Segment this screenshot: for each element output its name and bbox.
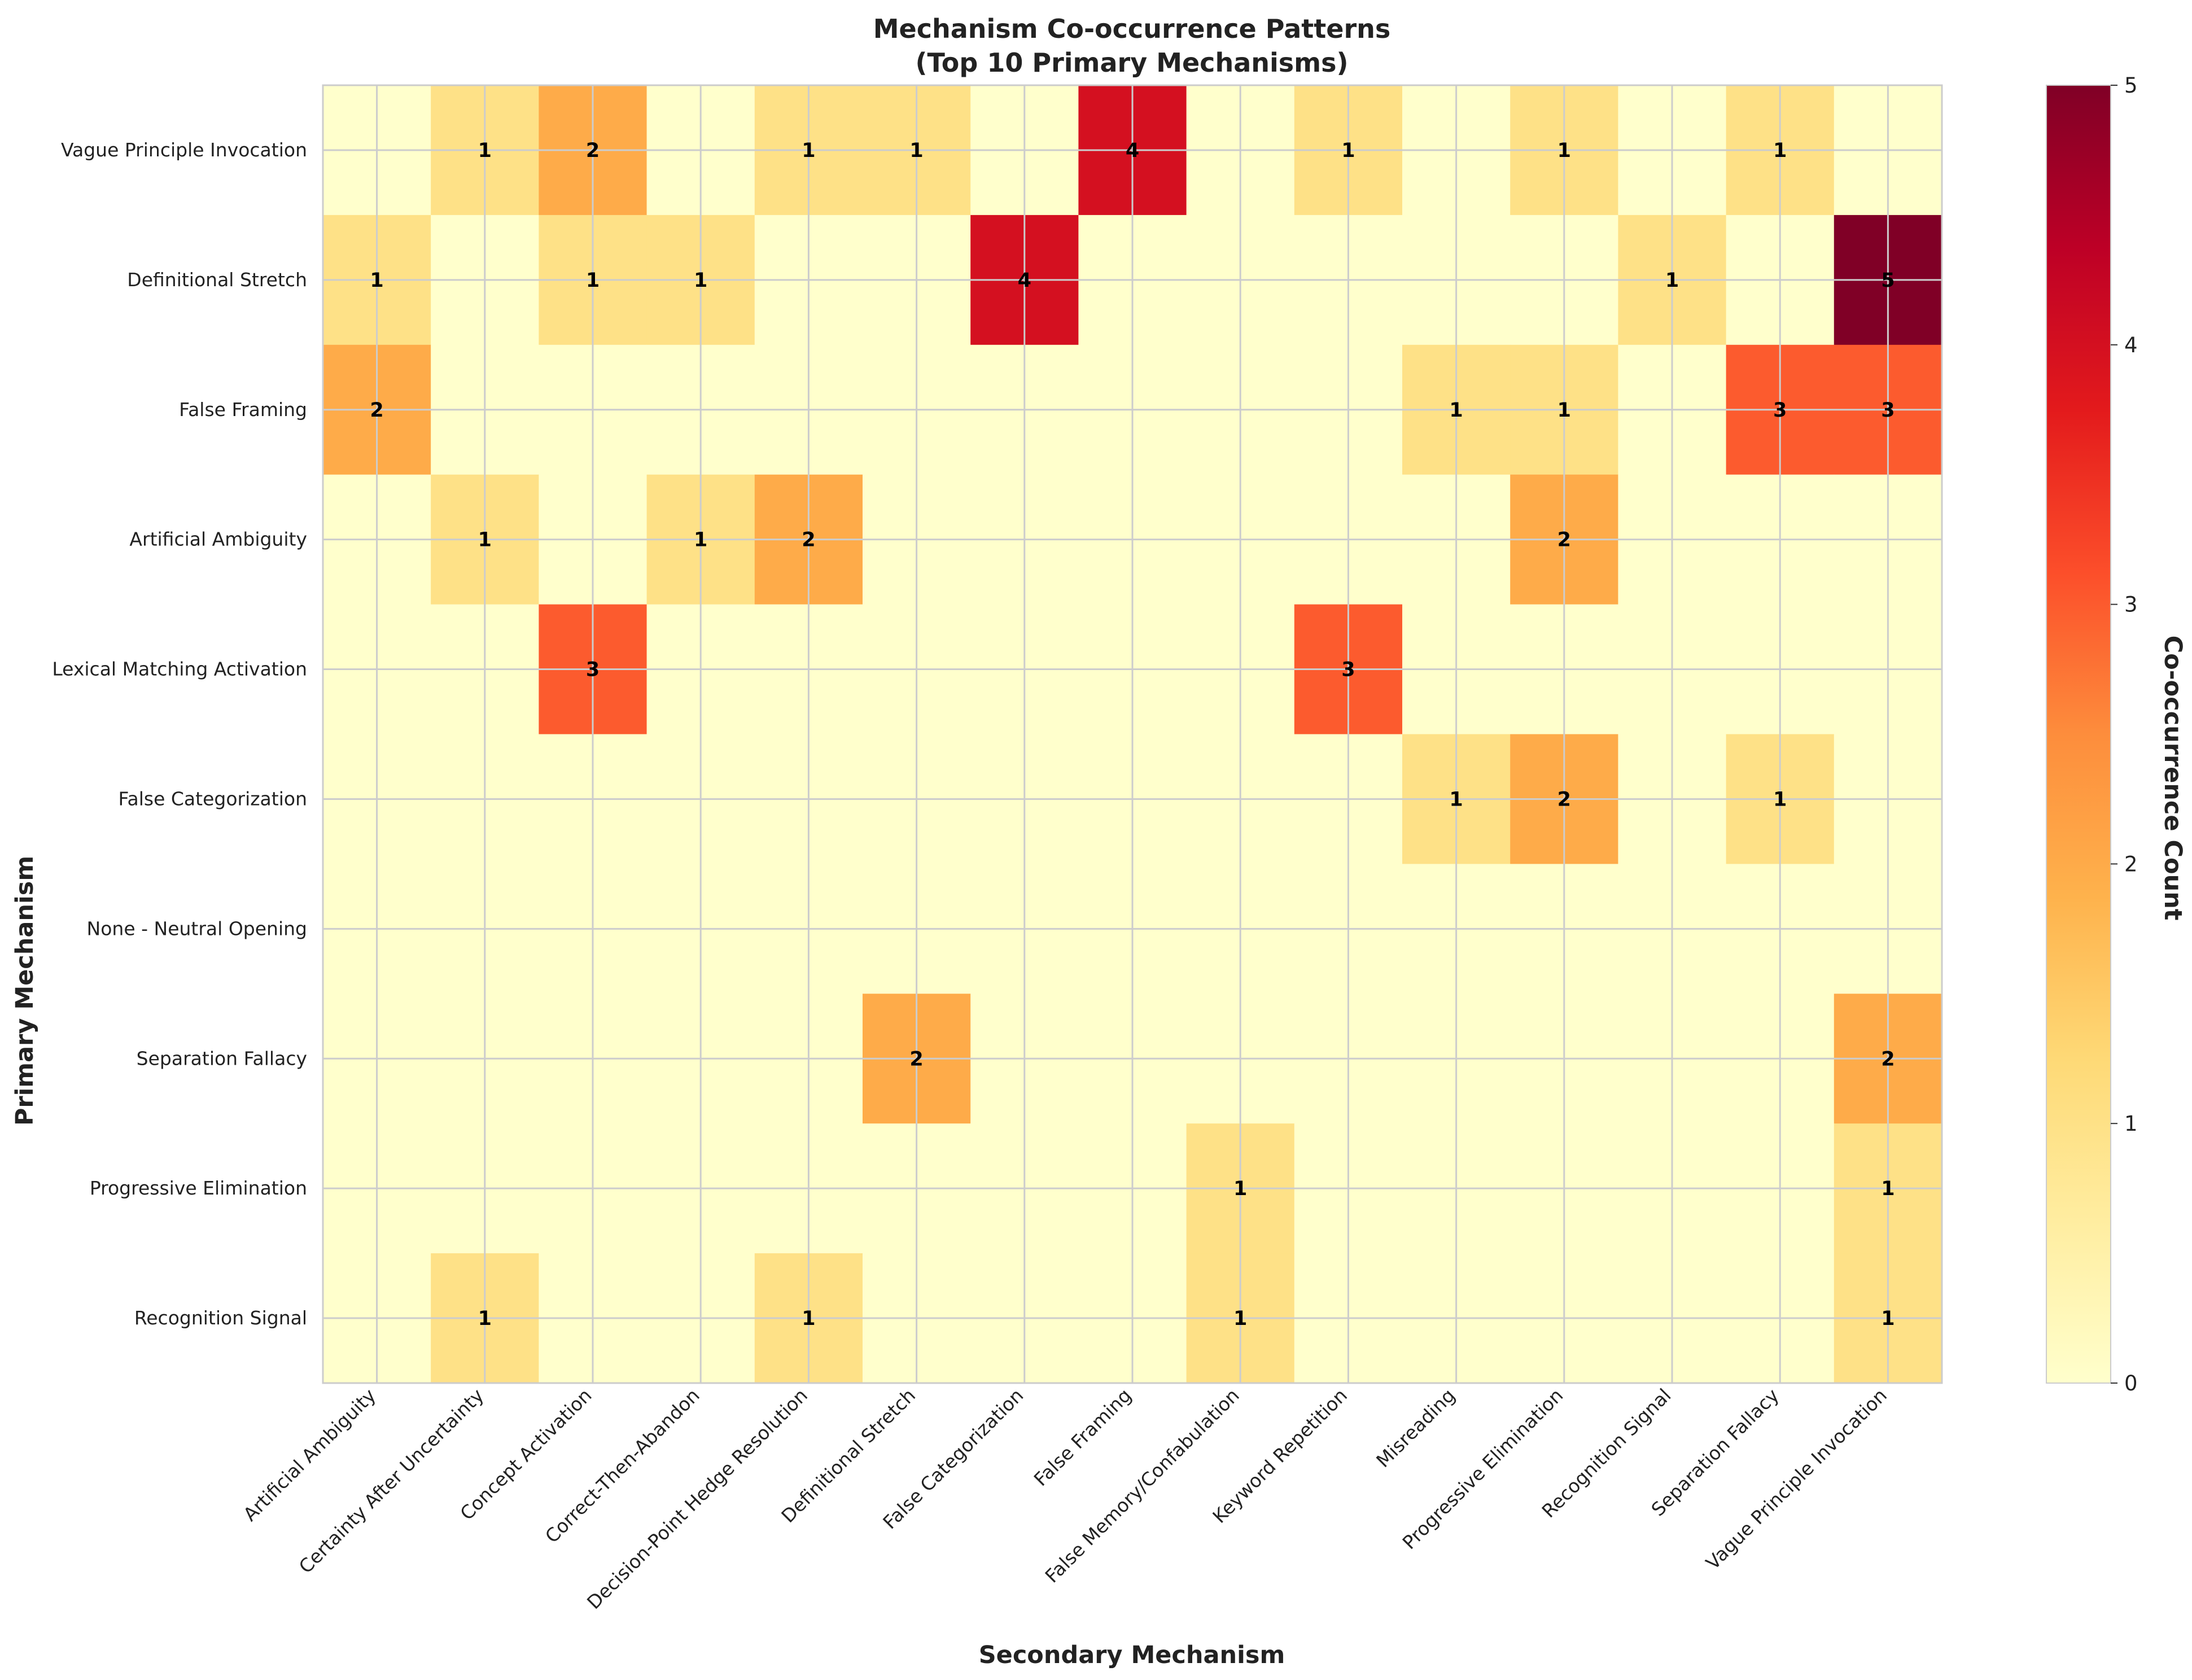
cell-value-label: 2 xyxy=(586,139,600,162)
colorbar-ticks: 0 1 2 3 4 5 xyxy=(2111,73,2138,1395)
heatmap-grid xyxy=(323,85,1942,1383)
plot-frame xyxy=(322,84,1943,1384)
y-tick-label: Vague Principle Invocation xyxy=(61,139,307,161)
cell-value-label: 1 xyxy=(586,269,600,292)
y-tick-label: False Framing xyxy=(179,399,307,421)
cell-value-label: 3 xyxy=(1881,399,1895,422)
cell-value-label: 1 xyxy=(1773,788,1787,811)
cell-value-label: 3 xyxy=(586,659,600,681)
chart-title: Mechanism Co-occurrence Patterns xyxy=(873,14,1391,44)
y-tick-label: Artificial Ambiguity xyxy=(129,528,307,550)
chart-subtitle: (Top 10 Primary Mechanisms) xyxy=(916,47,1349,78)
y-axis-ticks: Vague Principle Invocation Definitional S… xyxy=(52,139,307,1329)
cell-value-label: 2 xyxy=(1557,529,1571,552)
cell-value-label: 1 xyxy=(478,139,492,162)
y-tick-label: Progressive Elimination xyxy=(90,1177,307,1199)
cell-value-label: 1 xyxy=(1665,269,1679,292)
colorbar-tick-label: 3 xyxy=(2124,593,2138,617)
cell-value-label: 1 xyxy=(478,529,492,552)
y-tick-label: Definitional Stretch xyxy=(127,269,307,291)
colorbar-tick-label: 4 xyxy=(2124,333,2138,357)
colorbar-tick-label: 1 xyxy=(2124,1112,2138,1136)
cell-value-label: 1 xyxy=(478,1307,492,1330)
cell-value-label: 1 xyxy=(1557,139,1571,162)
y-tick-label: Recognition Signal xyxy=(134,1307,307,1329)
colorbar-label: Co-occurrence Count xyxy=(2159,636,2187,921)
y-tick-label: None - Neutral Opening xyxy=(87,917,307,939)
y-tick-label: Separation Fallacy xyxy=(137,1047,307,1069)
cell-value-label: 5 xyxy=(1881,269,1895,292)
cell-value-label: 1 xyxy=(802,1307,815,1330)
cell-value-label: 1 xyxy=(1233,1178,1247,1200)
cell-value-label: 1 xyxy=(1449,788,1463,811)
heatmap-cell-labels: 1 2 1 1 4 1 1 1 1 1 1 4 1 5 2 1 1 3 3 1 1 2 2 3 3 1 2 1 2 2 1 1 1 1 1 1 xyxy=(370,139,1895,1330)
cell-value-label: 2 xyxy=(370,399,383,422)
cell-value-label: 1 xyxy=(1881,1178,1895,1200)
cell-value-label: 2 xyxy=(909,1048,923,1070)
colorbar-tick-label: 2 xyxy=(2124,852,2138,876)
cell-value-label: 1 xyxy=(1449,399,1463,422)
cell-value-label: 3 xyxy=(1773,399,1787,422)
cell-value-label: 4 xyxy=(1018,269,1031,292)
colorbar-tick-label: 5 xyxy=(2124,73,2138,98)
cell-value-label: 3 xyxy=(1341,659,1355,681)
cell-value-label: 1 xyxy=(694,269,707,292)
colorbar xyxy=(2046,85,2111,1384)
cell-value-label: 1 xyxy=(370,269,383,292)
cell-value-label: 2 xyxy=(1881,1048,1895,1070)
cell-value-label: 1 xyxy=(1341,139,1355,162)
y-tick-label: Lexical Matching Activation xyxy=(52,658,307,680)
cell-value-label: 2 xyxy=(1557,788,1571,811)
colorbar-tick-label: 0 xyxy=(2124,1371,2138,1395)
cell-value-label: 1 xyxy=(1557,399,1571,422)
cell-value-label: 1 xyxy=(694,529,707,552)
x-axis-label: Secondary Mechanism xyxy=(979,1641,1285,1669)
cell-value-label: 2 xyxy=(802,529,815,552)
cell-value-label: 1 xyxy=(1773,139,1787,162)
cell-value-label: 1 xyxy=(1233,1307,1247,1330)
cell-value-label: 1 xyxy=(1881,1307,1895,1330)
cell-value-label: 4 xyxy=(1126,139,1139,162)
cell-value-label: 1 xyxy=(909,139,923,162)
cell-value-label: 1 xyxy=(802,139,815,162)
y-axis-label: Primary Mechanism xyxy=(11,856,39,1126)
y-tick-label: False Categorization xyxy=(119,788,307,810)
